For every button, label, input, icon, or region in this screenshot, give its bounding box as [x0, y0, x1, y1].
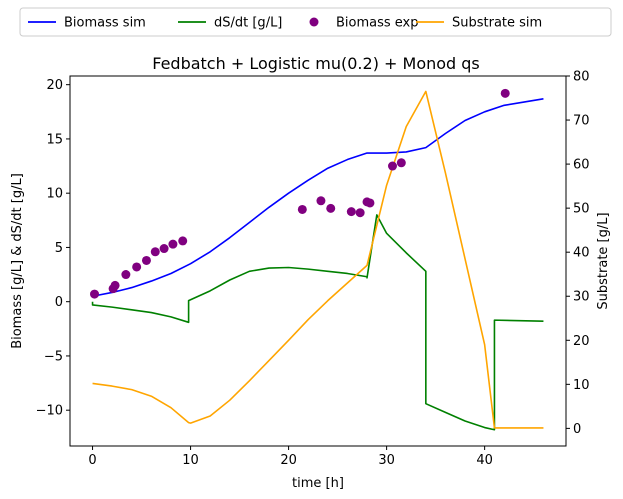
scatter-point-biomass-exp: [132, 262, 142, 272]
chart-title: Fedbatch + Logistic mu(0.2) + Monod qs: [152, 54, 480, 73]
y-tick-label-right: 20: [573, 334, 590, 349]
legend-label-biomass-sim: Biomass sim: [64, 16, 146, 31]
x-axis-label: time [h]: [292, 476, 344, 491]
scatter-point-biomass-exp: [168, 239, 178, 249]
plot-frame: [69, 75, 567, 447]
scatter-point-biomass-exp: [110, 280, 120, 290]
scatter-point-biomass-exp: [365, 198, 375, 208]
y-tick-label-right: 60: [573, 158, 590, 173]
y-tick-label-right: 10: [573, 378, 590, 393]
scatter-point-biomass-exp: [159, 244, 169, 254]
y-tick-label-left: 10: [46, 187, 63, 202]
x-tick-label: 20: [280, 453, 297, 468]
x-tick-label: 40: [476, 453, 493, 468]
y-tick-label-left: 15: [46, 132, 63, 147]
scatter-point-biomass-exp: [150, 247, 160, 257]
scatter-point-biomass-exp: [388, 161, 397, 171]
legend-label-substrate-sim: Substrate sim: [452, 16, 542, 31]
x-tick-label: 0: [88, 453, 96, 468]
scatter-point-biomass-exp: [500, 88, 510, 98]
legend-marker-biomass-exp: [309, 17, 319, 27]
scatter-point-biomass-exp: [396, 158, 406, 168]
x-tick-label: 30: [378, 453, 395, 468]
y-tick-label-left: −10: [36, 404, 63, 419]
scatter-point-biomass-exp: [326, 203, 336, 213]
y-tick-label-right: 50: [573, 202, 590, 217]
legend-label-ds-dt-g-l: dS/dt [g/L]: [214, 16, 282, 31]
y-axis-label-left: Biomass [g/L] & dS/dt [g/L]: [10, 173, 25, 349]
scatter-point-biomass-exp: [346, 207, 356, 217]
y-tick-label-right: 30: [573, 290, 590, 305]
y-tick-label-left: 20: [46, 78, 63, 93]
scatter-point-biomass-exp: [316, 196, 326, 206]
y-tick-label-left: −5: [44, 349, 63, 364]
legend: Biomass sim dS/dt [g/L] Biomass exp Substra…: [19, 7, 612, 37]
scatter-point-biomass-exp: [121, 270, 131, 280]
series-line-substrate-sim: [92, 90, 544, 429]
axes-layer: 0 10 20 30 40 −10 −5 0 5 10 15 20 0 10 20 30 40 50 60 70 80: [36, 70, 590, 469]
series-line-ds-dt-g-l: [91, 214, 544, 431]
y-tick-label-right: 70: [573, 114, 590, 129]
plot-layer: [90, 88, 544, 431]
scatter-point-biomass-exp: [178, 236, 188, 246]
y-tick-label-left: 5: [55, 241, 63, 256]
scatter-point-biomass-exp: [355, 208, 365, 218]
x-tick-label: 10: [182, 453, 199, 468]
scatter-point-biomass-exp: [90, 289, 100, 299]
scatter-point-biomass-exp: [141, 255, 151, 265]
y-axis-label-right: Substrate [g/L]: [596, 212, 611, 309]
y-tick-label-right: 80: [573, 70, 590, 85]
y-tick-label-left: 0: [55, 295, 63, 310]
scatter-point-biomass-exp: [297, 204, 307, 214]
y-tick-label-right: 40: [573, 246, 590, 261]
y-tick-label-right: 0: [573, 422, 581, 437]
series-line-biomass-sim: [92, 98, 544, 298]
legend-label-biomass-exp: Biomass exp: [336, 16, 419, 31]
